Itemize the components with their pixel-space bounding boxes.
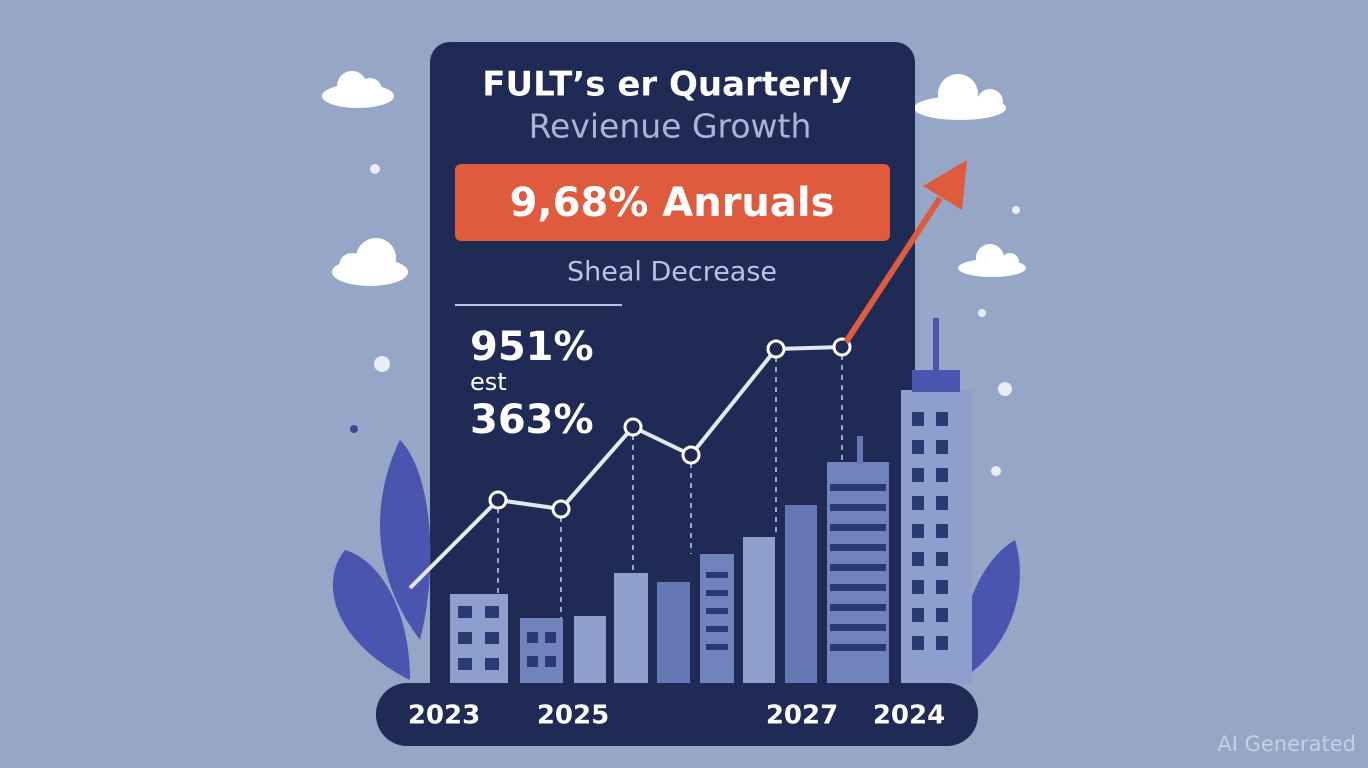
year-label: 2025 [537, 701, 609, 731]
window [912, 580, 924, 594]
dot [350, 164, 1020, 476]
watermark: AI Generated [1217, 732, 1356, 756]
cloud [977, 89, 1003, 115]
window [912, 440, 924, 454]
stat: 951% [470, 324, 594, 370]
window [936, 524, 948, 538]
dot [374, 356, 390, 372]
cloud [339, 253, 365, 279]
window [912, 468, 924, 482]
window [545, 656, 556, 667]
year-bar [376, 683, 978, 746]
building [912, 370, 960, 392]
window [936, 468, 948, 482]
window [936, 608, 948, 622]
building [657, 582, 690, 684]
dot [991, 466, 1001, 476]
trend-point [766, 339, 786, 359]
window [830, 644, 886, 651]
window [706, 590, 728, 596]
window [527, 656, 538, 667]
trend-point [488, 337, 852, 519]
dot [978, 309, 986, 317]
window [485, 606, 499, 618]
dot [998, 382, 1012, 396]
window [458, 632, 472, 644]
window [936, 412, 948, 426]
trend-point [488, 490, 508, 510]
trend-point [832, 337, 852, 357]
year-label: 2024 [873, 701, 945, 731]
building [614, 573, 648, 684]
dot [370, 164, 380, 174]
window [830, 544, 886, 551]
window [830, 584, 886, 591]
stat: 363% [470, 397, 594, 443]
window [485, 632, 499, 644]
window [485, 658, 499, 670]
window [936, 580, 948, 594]
window [936, 440, 948, 454]
banner [455, 164, 890, 241]
year-label: 2023 [408, 701, 480, 731]
window [458, 412, 948, 670]
window [458, 658, 472, 670]
window [458, 606, 472, 618]
window [830, 624, 886, 631]
window [936, 636, 948, 650]
growth-arrow [923, 160, 967, 210]
window [912, 636, 924, 650]
building [520, 618, 563, 684]
title: Revienue Growth [529, 107, 812, 146]
building [743, 537, 775, 684]
window [936, 552, 948, 566]
window [936, 496, 948, 510]
leaves [959, 540, 1020, 680]
window [830, 524, 886, 531]
window [830, 484, 886, 491]
cloud [976, 244, 1004, 272]
window [706, 572, 728, 578]
window [912, 608, 924, 622]
window [830, 604, 886, 611]
window [830, 504, 886, 511]
trend-point [551, 499, 571, 519]
window [545, 632, 556, 643]
trend-point [681, 445, 701, 465]
cloud [938, 74, 978, 114]
window [912, 496, 924, 510]
building [785, 505, 817, 684]
year-label: 2027 [766, 701, 838, 731]
cloud [358, 78, 382, 102]
window [706, 626, 728, 632]
growth-arrow [843, 196, 943, 344]
drop-line [497, 355, 843, 618]
window [830, 564, 886, 571]
dot [1012, 206, 1020, 214]
window [706, 644, 728, 650]
subtitle: Sheal Decrease [567, 257, 777, 288]
leaves [332, 550, 410, 680]
window [912, 412, 924, 426]
dot [350, 425, 358, 433]
building [857, 436, 863, 464]
cloud [356, 238, 396, 278]
cloud [1001, 253, 1019, 271]
building [933, 318, 939, 372]
window [912, 552, 924, 566]
window [706, 608, 728, 614]
trend-point [623, 417, 643, 437]
window [912, 524, 924, 538]
title: FULT’s er Quarterly [482, 65, 851, 105]
growth-arrow [843, 160, 967, 344]
building [574, 616, 606, 684]
cloud [322, 71, 1026, 286]
window [527, 632, 538, 643]
leaves [380, 440, 431, 640]
stat-note: est [470, 368, 507, 396]
banner-text: 9,68% Anruals [510, 180, 835, 226]
